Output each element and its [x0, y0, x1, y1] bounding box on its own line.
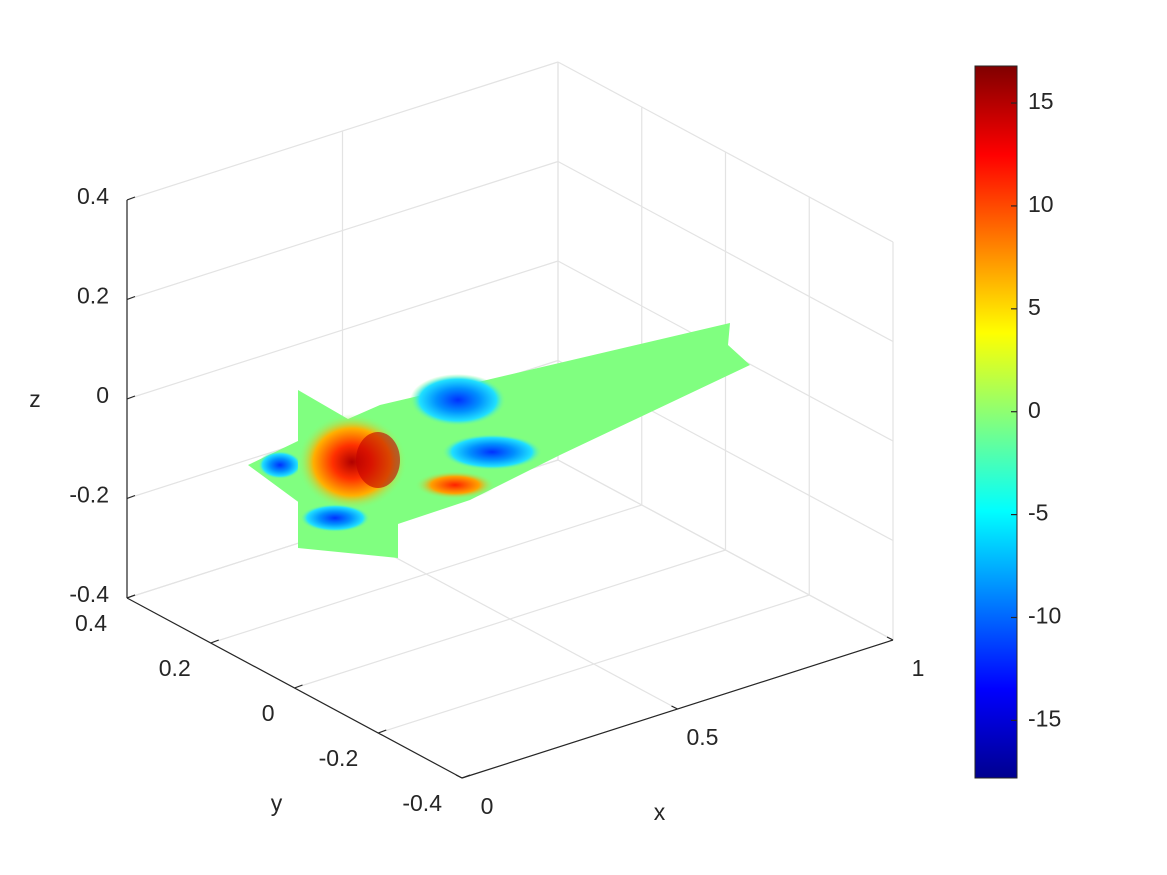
field-blob	[415, 471, 495, 499]
x-tick-label: 0.5	[687, 724, 719, 750]
y-tick	[210, 639, 219, 644]
y-tick	[378, 729, 387, 734]
grid-line	[126, 160, 559, 301]
y-tick-label: -0.4	[402, 790, 442, 816]
y-tick-label: 0.4	[75, 610, 107, 636]
z-tick	[126, 594, 136, 599]
axes: 0 0.5 1 -0.4 -0.2 0 0.2 0.4 -0.4 -0.2 0 0.2 0.4 x y z	[29, 183, 924, 825]
x-tick-label: 1	[912, 655, 925, 681]
z-tick-label: 0.2	[77, 283, 109, 309]
field-blob	[356, 432, 400, 488]
y-axis-label: y	[271, 790, 283, 816]
grid-line	[126, 61, 559, 201]
grid-line	[126, 260, 559, 400]
x-tick-label: 0	[481, 793, 494, 819]
z-tick-label: -0.4	[69, 581, 109, 607]
x-tick	[671, 705, 678, 710]
y-tick	[461, 774, 471, 779]
y-tick-label: -0.2	[319, 745, 359, 771]
x-tick	[455, 774, 463, 779]
z-tick	[126, 395, 136, 400]
colorbar-tick-label: 0	[1028, 397, 1041, 423]
colorbar-tick-label: 5	[1028, 294, 1041, 320]
z-tick-label: 0.4	[77, 183, 109, 209]
grid-line	[557, 459, 894, 641]
grid-line	[378, 594, 810, 734]
grid-line	[294, 549, 726, 689]
colorbar-tick-label: 15	[1028, 88, 1054, 114]
y-tick-label: 0.2	[159, 655, 191, 681]
y-tick-label: 0	[262, 700, 275, 726]
x-axis-label: x	[654, 799, 666, 825]
z-tick	[126, 295, 136, 301]
field-blob	[410, 374, 506, 426]
colorbar-tick-label: -5	[1028, 500, 1048, 526]
z-tick-label: -0.2	[69, 482, 109, 508]
field-blob	[442, 434, 542, 470]
grid-line	[557, 160, 894, 343]
colorbar-ticks: -15 -10 -5 0 5 10 15	[1011, 88, 1061, 731]
field-blob	[258, 451, 302, 479]
colorbar-tick-label: 10	[1028, 191, 1054, 217]
slices	[248, 323, 750, 558]
y-tick	[294, 684, 303, 689]
z-tick	[126, 494, 136, 500]
z-tick-label: 0	[96, 382, 109, 408]
colorbar	[974, 65, 1018, 779]
grid-line	[557, 61, 894, 243]
grid-line	[210, 504, 642, 644]
field-blob	[300, 504, 370, 532]
colorbar-tick-label: -15	[1028, 705, 1061, 731]
z-axis-label: z	[29, 386, 41, 412]
z-tick	[126, 196, 136, 201]
x-tick	[886, 636, 894, 641]
colorbar-tick-label: -10	[1028, 603, 1061, 629]
